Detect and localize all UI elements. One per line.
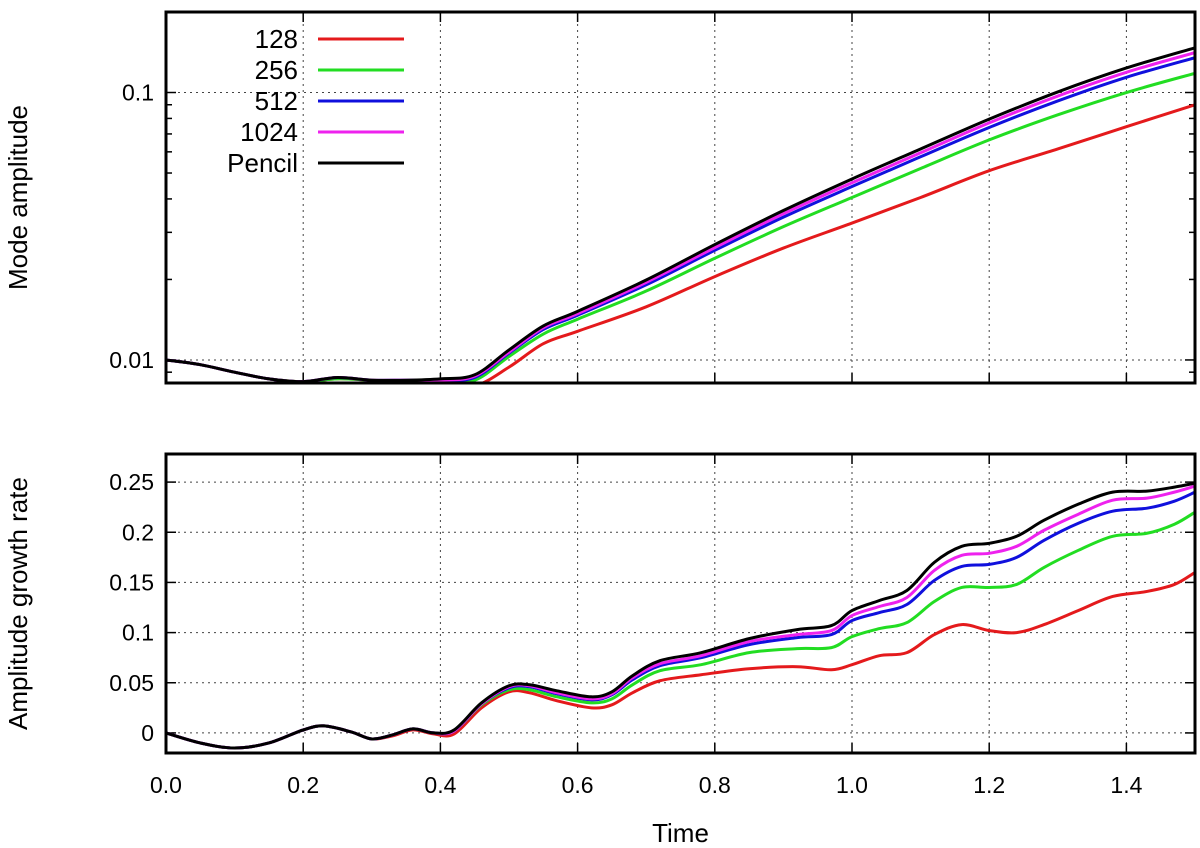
y-axis-title: Mode amplitude: [3, 105, 33, 290]
legend-label: Pencil: [227, 148, 298, 178]
legend-item: 512: [255, 86, 404, 116]
series-line-256: [166, 510, 1195, 750]
series-line-pencil: [166, 481, 1195, 750]
series-line-128: [166, 103, 1195, 383]
y-tick-label: 0.1: [122, 80, 154, 106]
y-tick-label: 0.05: [109, 670, 154, 696]
legend-item: Pencil: [227, 148, 404, 178]
panel-bottom: 0 0.05 0.1 0.15 0.2 0.25 0.0 0.2 0.4 0.6 0.8 1.0 1.2…: [3, 452, 1197, 848]
legend-item: 1024: [240, 117, 404, 147]
x-tick-label: 0.0: [150, 772, 182, 798]
y-tick-label: 0.25: [109, 469, 154, 495]
y-tick-label: 0.1: [122, 620, 154, 646]
y-tick-label: 0: [141, 720, 154, 746]
y-tick-label: 0.15: [109, 569, 154, 595]
y-tick-label: 0.2: [122, 519, 154, 545]
legend-label: 128: [255, 24, 298, 54]
series-line-256: [166, 71, 1195, 383]
x-tick-label: 1.0: [836, 772, 868, 798]
legend-label: 512: [255, 86, 298, 116]
x-tick-label: 0.4: [424, 772, 456, 798]
x-tick-label: 0.8: [699, 772, 731, 798]
legend-item: 128: [255, 24, 404, 54]
series-line-512: [166, 56, 1195, 383]
y-axis-title: Amplitude growth rate: [3, 477, 33, 730]
legend-label: 1024: [240, 117, 298, 147]
series-line-1024: [166, 484, 1195, 750]
x-tick-label: 1.4: [1110, 772, 1142, 798]
x-tick-label: 1.2: [973, 772, 1005, 798]
series-group: [166, 481, 1195, 750]
x-tick-label: 0.6: [562, 772, 594, 798]
series-line-pencil: [166, 46, 1195, 383]
plot-frame: [164, 10, 1197, 385]
x-axis-title: Time: [652, 818, 709, 848]
plot-frame: [164, 452, 1197, 755]
y-tick-label: 0.01: [109, 347, 154, 373]
legend-item: 256: [255, 55, 404, 85]
x-tick-label: 0.2: [287, 772, 319, 798]
series-group: [166, 46, 1195, 383]
legend-label: 256: [255, 55, 298, 85]
